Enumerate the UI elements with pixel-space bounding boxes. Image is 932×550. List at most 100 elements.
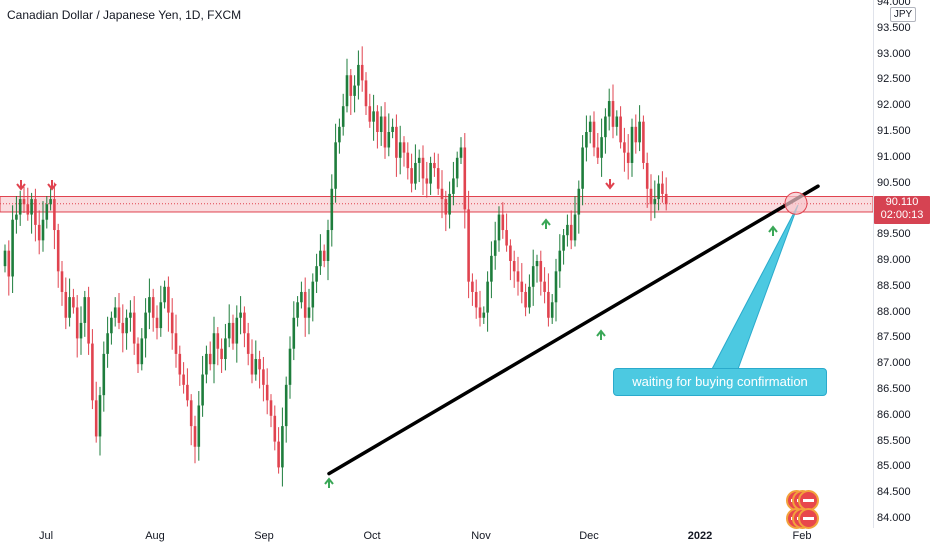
candle[interactable] [493,221,497,270]
candle[interactable] [406,142,410,180]
candle[interactable] [262,356,265,402]
candle[interactable] [569,210,573,250]
candle[interactable] [345,58,349,113]
candle[interactable] [125,309,128,350]
candle[interactable] [463,133,467,229]
candle[interactable] [543,267,546,304]
candle[interactable] [459,137,463,164]
candle[interactable] [391,118,394,139]
candle[interactable] [554,258,558,322]
trendline[interactable] [327,184,820,476]
candle[interactable] [7,240,11,296]
candle[interactable] [448,181,451,229]
candle[interactable] [349,69,353,115]
candle[interactable] [22,186,26,214]
candle[interactable] [155,305,159,340]
candle[interactable] [372,94,375,141]
down-arrow-icon[interactable] [47,180,57,191]
candle[interactable] [642,115,645,170]
candle[interactable] [197,391,201,461]
candle[interactable] [15,195,18,234]
candle[interactable] [444,190,448,232]
candle[interactable] [414,144,417,190]
candle[interactable] [512,250,516,288]
candle[interactable] [471,273,474,306]
candle[interactable] [178,345,182,386]
candle[interactable] [440,170,444,219]
candle[interactable] [79,306,83,355]
candle[interactable] [341,93,345,136]
candle[interactable] [220,338,223,373]
candle[interactable] [246,322,250,366]
candle[interactable] [269,394,273,428]
candle[interactable] [535,254,539,283]
candle[interactable] [550,294,554,324]
candle[interactable] [387,113,391,157]
candle[interactable] [467,190,470,299]
candle[interactable] [68,278,71,327]
candle[interactable] [273,405,277,451]
chart-pane[interactable] [0,0,873,528]
candle[interactable] [379,106,383,146]
candle[interactable] [201,355,204,417]
candle[interactable] [478,290,482,327]
candle[interactable] [592,111,596,157]
candle[interactable] [410,153,413,193]
candle[interactable] [110,311,113,345]
up-arrow-icon[interactable] [324,477,334,488]
touch-point-marker[interactable] [784,191,808,215]
candle[interactable] [296,296,299,327]
candle[interactable] [235,305,239,363]
candle[interactable] [520,263,524,304]
candle[interactable] [205,345,208,384]
candle[interactable] [277,427,280,474]
candle[interactable] [163,280,166,309]
candle[interactable] [486,271,489,332]
candle[interactable] [136,337,140,373]
candle[interactable] [148,278,151,330]
candle[interactable] [243,306,246,348]
candle[interactable] [60,261,64,306]
candle[interactable] [547,273,550,327]
candle[interactable] [102,341,106,412]
candle[interactable] [360,46,364,92]
candle[interactable] [573,195,577,247]
candle[interactable] [292,301,296,361]
candle[interactable] [364,72,368,115]
candle[interactable] [596,133,600,164]
candle[interactable] [26,187,30,221]
candle[interactable] [588,115,592,144]
candle[interactable] [604,108,607,154]
candle[interactable] [87,286,90,355]
candle[interactable] [30,192,33,234]
candle[interactable] [436,153,440,195]
candle[interactable] [303,277,307,337]
candle[interactable] [566,214,569,247]
candle[interactable] [250,339,254,384]
candle[interactable] [562,229,565,265]
candle[interactable] [322,244,326,268]
candle[interactable] [254,340,258,381]
candle[interactable] [53,182,56,250]
candle[interactable] [501,202,505,239]
candle[interactable] [402,136,406,167]
down-arrow-icon[interactable] [605,179,615,190]
candle[interactable] [144,298,147,358]
candle[interactable] [398,125,402,175]
candle[interactable] [94,381,98,443]
candle[interactable] [307,288,311,335]
candle[interactable] [129,300,132,332]
candle[interactable] [189,394,193,446]
candle[interactable] [18,190,22,226]
candle[interactable] [330,174,334,247]
candle[interactable] [319,234,322,275]
candle[interactable] [638,105,641,152]
candle[interactable] [258,350,261,389]
candle[interactable] [357,50,360,100]
candle[interactable] [600,118,603,177]
candle[interactable] [581,135,584,206]
candle[interactable] [56,223,60,288]
candle[interactable] [113,297,117,327]
candle[interactable] [182,362,185,394]
candle[interactable] [326,219,330,281]
